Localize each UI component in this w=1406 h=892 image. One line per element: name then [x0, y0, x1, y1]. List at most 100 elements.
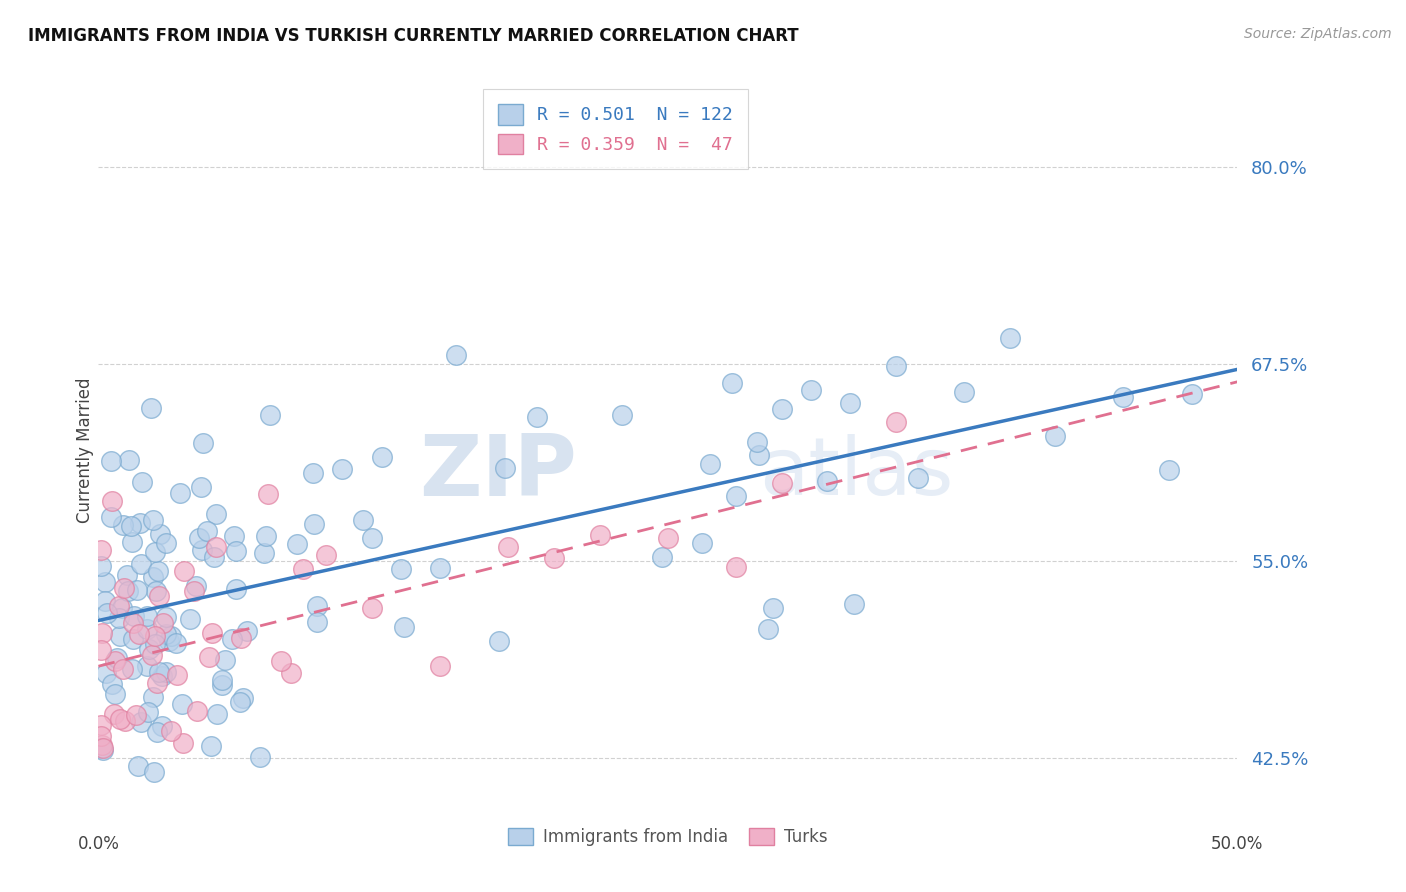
Point [90, 542, 112, 557]
Point [236, 624, 259, 639]
Point [302, 466, 325, 480]
Point [124, 708, 146, 723]
Point [155, 536, 177, 550]
Point [148, 665, 170, 680]
Point [142, 513, 165, 527]
Point [200, 739, 222, 753]
Point [136, 659, 159, 673]
Point [657, 531, 679, 545]
Point [211, 673, 233, 688]
Point [315, 548, 337, 562]
Point [770, 475, 793, 490]
Point [488, 633, 510, 648]
Point [90, 729, 112, 743]
Point [125, 583, 148, 598]
Point [907, 471, 929, 485]
Point [138, 705, 160, 719]
Point [543, 551, 565, 566]
Point [121, 661, 143, 675]
Point [127, 758, 149, 772]
Point [143, 638, 166, 652]
Point [232, 690, 254, 705]
Point [692, 536, 714, 550]
Text: atlas: atlas [759, 434, 953, 512]
Point [129, 714, 152, 729]
Point [100, 454, 122, 468]
Point [292, 562, 315, 576]
Point [101, 493, 124, 508]
Point [254, 529, 277, 543]
Point [155, 627, 177, 641]
Point [800, 383, 823, 397]
Point [211, 678, 233, 692]
Point [756, 622, 779, 636]
Point [160, 723, 183, 738]
Point [118, 453, 141, 467]
Text: IMMIGRANTS FROM INDIA VS TURKISH CURRENTLY MARRIED CORRELATION CHART: IMMIGRANTS FROM INDIA VS TURKISH CURRENT… [28, 27, 799, 45]
Point [186, 704, 208, 718]
Point [190, 480, 212, 494]
Point [214, 653, 236, 667]
Point [155, 665, 177, 679]
Point [352, 513, 374, 527]
Point [884, 415, 907, 429]
Point [270, 654, 292, 668]
Point [108, 610, 131, 624]
Y-axis label: Currently Married: Currently Married [76, 377, 94, 524]
Point [745, 434, 768, 449]
Point [389, 562, 412, 576]
Point [169, 485, 191, 500]
Point [188, 531, 211, 545]
Point [202, 550, 225, 565]
Point [101, 676, 124, 690]
Point [166, 668, 188, 682]
Point [117, 584, 139, 599]
Point [191, 543, 214, 558]
Point [142, 570, 165, 584]
Point [307, 599, 329, 613]
Point [138, 641, 160, 656]
Point [205, 706, 228, 721]
Text: ZIP: ZIP [419, 431, 576, 514]
Point [143, 629, 166, 643]
Point [149, 527, 172, 541]
Point [225, 582, 247, 597]
Point [148, 589, 170, 603]
Point [229, 631, 252, 645]
Point [121, 632, 143, 647]
Point [204, 507, 226, 521]
Legend: Immigrants from India, Turks: Immigrants from India, Turks [502, 822, 834, 853]
Point [155, 610, 177, 624]
Point [91, 738, 114, 752]
Point [111, 662, 134, 676]
Point [90, 559, 112, 574]
Point [884, 359, 907, 373]
Point [998, 331, 1021, 345]
Point [146, 564, 169, 578]
Point [143, 765, 166, 780]
Point [122, 608, 145, 623]
Point [330, 461, 353, 475]
Point [110, 629, 132, 643]
Point [1043, 429, 1066, 443]
Point [304, 516, 326, 531]
Point [121, 535, 143, 549]
Point [748, 448, 770, 462]
Point [198, 649, 221, 664]
Point [146, 676, 169, 690]
Point [1181, 386, 1204, 401]
Point [842, 597, 865, 611]
Point [136, 622, 159, 636]
Point [179, 612, 201, 626]
Point [205, 540, 228, 554]
Point [257, 487, 280, 501]
Point [725, 489, 748, 503]
Point [94, 665, 117, 680]
Point [93, 594, 115, 608]
Point [139, 401, 162, 415]
Point [221, 632, 243, 646]
Point [105, 650, 128, 665]
Point [165, 636, 187, 650]
Point [305, 615, 328, 629]
Point [142, 690, 165, 704]
